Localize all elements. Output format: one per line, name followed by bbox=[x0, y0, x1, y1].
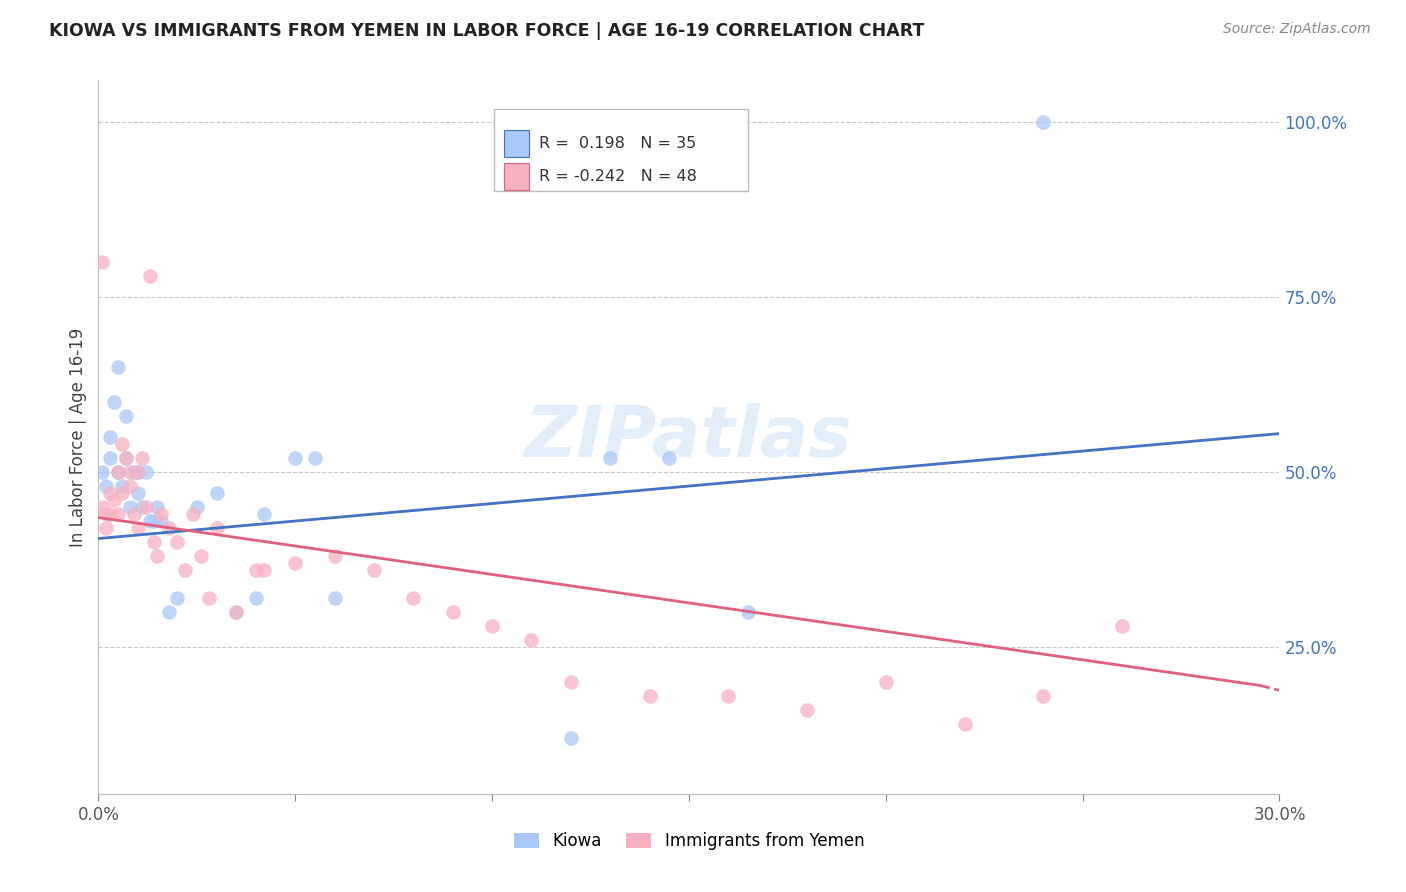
Point bbox=[205, 521, 228, 535]
Point bbox=[205, 486, 228, 500]
Legend: Kiowa, Immigrants from Yemen: Kiowa, Immigrants from Yemen bbox=[508, 826, 870, 857]
Text: R =  0.198   N = 35: R = 0.198 N = 35 bbox=[538, 136, 696, 151]
Point bbox=[197, 591, 219, 605]
Point bbox=[157, 605, 180, 619]
Point bbox=[107, 465, 129, 479]
Point bbox=[245, 591, 267, 605]
Point bbox=[304, 451, 326, 466]
Point bbox=[560, 675, 582, 690]
Point bbox=[717, 689, 740, 703]
Point bbox=[638, 689, 661, 703]
Point bbox=[157, 521, 180, 535]
Point bbox=[91, 255, 114, 269]
Point bbox=[111, 437, 134, 451]
Point bbox=[953, 717, 976, 731]
Point bbox=[225, 605, 247, 619]
Point bbox=[1032, 689, 1054, 703]
Point bbox=[441, 605, 464, 619]
Point bbox=[115, 451, 138, 466]
Point bbox=[146, 549, 169, 563]
Point bbox=[107, 360, 129, 375]
Y-axis label: In Labor Force | Age 16-19: In Labor Force | Age 16-19 bbox=[69, 327, 87, 547]
Point bbox=[796, 703, 818, 717]
Point bbox=[131, 500, 153, 514]
Point bbox=[135, 500, 157, 514]
Point bbox=[127, 465, 149, 479]
Point bbox=[245, 563, 267, 577]
Point bbox=[118, 465, 141, 479]
Point bbox=[520, 632, 543, 647]
Point bbox=[402, 591, 425, 605]
Point bbox=[481, 619, 503, 633]
Point bbox=[122, 465, 145, 479]
Point bbox=[96, 479, 118, 493]
Point bbox=[875, 675, 897, 690]
Point bbox=[186, 500, 208, 514]
Point bbox=[284, 556, 307, 570]
Point bbox=[127, 521, 149, 535]
Point bbox=[560, 731, 582, 745]
Point bbox=[166, 591, 188, 605]
Text: R = -0.242   N = 48: R = -0.242 N = 48 bbox=[538, 169, 697, 184]
Point bbox=[115, 451, 138, 466]
Point bbox=[91, 500, 114, 514]
Point bbox=[323, 591, 346, 605]
Point bbox=[138, 514, 160, 528]
Point bbox=[107, 465, 129, 479]
FancyBboxPatch shape bbox=[503, 162, 530, 190]
Point bbox=[127, 465, 149, 479]
Point bbox=[142, 535, 165, 549]
Point bbox=[174, 563, 197, 577]
Point bbox=[138, 269, 160, 284]
Point bbox=[111, 479, 134, 493]
Point bbox=[363, 563, 385, 577]
FancyBboxPatch shape bbox=[503, 129, 530, 157]
Point bbox=[181, 507, 204, 521]
Point bbox=[323, 549, 346, 563]
Point bbox=[127, 486, 149, 500]
Point bbox=[131, 451, 153, 466]
Point bbox=[107, 507, 129, 521]
Point bbox=[190, 549, 212, 563]
Point bbox=[150, 514, 173, 528]
Point bbox=[737, 605, 759, 619]
Point bbox=[658, 451, 681, 466]
Point bbox=[96, 521, 118, 535]
Point bbox=[150, 507, 173, 521]
Text: Source: ZipAtlas.com: Source: ZipAtlas.com bbox=[1223, 22, 1371, 37]
Text: ZIPatlas: ZIPatlas bbox=[526, 402, 852, 472]
Point bbox=[96, 507, 118, 521]
Text: KIOWA VS IMMIGRANTS FROM YEMEN IN LABOR FORCE | AGE 16-19 CORRELATION CHART: KIOWA VS IMMIGRANTS FROM YEMEN IN LABOR … bbox=[49, 22, 925, 40]
Point bbox=[253, 563, 276, 577]
Point bbox=[1111, 619, 1133, 633]
Point bbox=[98, 451, 121, 466]
Point bbox=[103, 493, 125, 508]
Point bbox=[118, 479, 141, 493]
Point bbox=[146, 500, 169, 514]
Point bbox=[166, 535, 188, 549]
Point bbox=[253, 507, 276, 521]
Point bbox=[122, 507, 145, 521]
Point bbox=[98, 507, 121, 521]
Point bbox=[284, 451, 307, 466]
Point bbox=[98, 430, 121, 444]
FancyBboxPatch shape bbox=[494, 109, 748, 191]
Point bbox=[225, 605, 247, 619]
Point bbox=[111, 486, 134, 500]
Point bbox=[599, 451, 621, 466]
Point bbox=[142, 514, 165, 528]
Point bbox=[98, 486, 121, 500]
Point bbox=[118, 500, 141, 514]
Point bbox=[103, 395, 125, 409]
Point bbox=[135, 465, 157, 479]
Point bbox=[91, 465, 114, 479]
Point bbox=[1032, 115, 1054, 129]
Point bbox=[115, 409, 138, 423]
